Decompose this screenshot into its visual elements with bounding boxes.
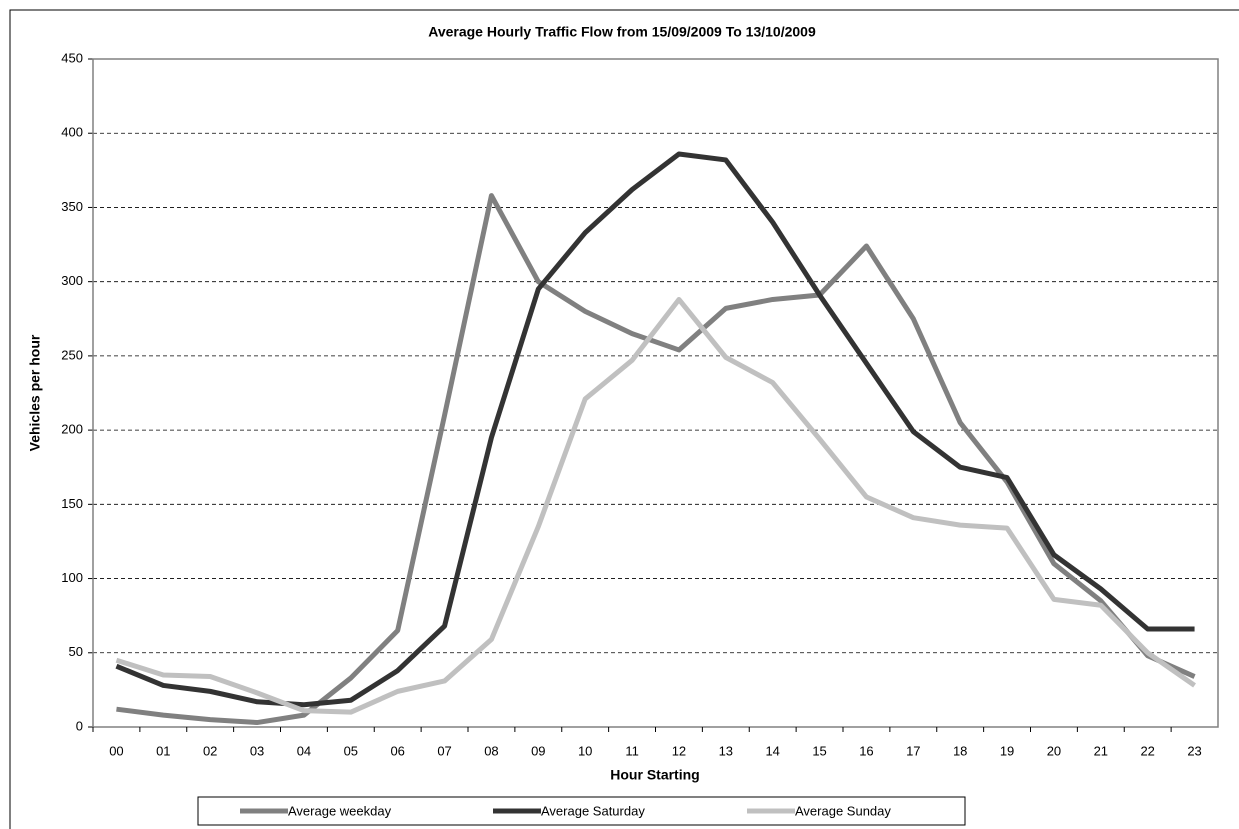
x-tick-label: 02: [203, 743, 217, 758]
x-tick-label: 09: [531, 743, 545, 758]
y-tick-label: 300: [61, 273, 83, 288]
x-tick-label: 21: [1094, 743, 1108, 758]
x-tick-label: 10: [578, 743, 592, 758]
series-line: [115, 151, 1195, 708]
x-tick-label: 22: [1140, 743, 1154, 758]
chart-title: Average Hourly Traffic Flow from 15/09/2…: [428, 24, 816, 40]
x-tick-label: 00: [109, 743, 123, 758]
legend-label: Average Saturday: [541, 803, 645, 818]
chart-frame: [9, 9, 1239, 829]
legend-label: Average Sunday: [795, 803, 891, 818]
y-tick-label: 350: [61, 199, 83, 214]
x-tick-label: 12: [672, 743, 686, 758]
y-tick-label: 50: [69, 644, 83, 659]
x-tick-label: 15: [812, 743, 826, 758]
legend-label: Average weekday: [288, 803, 392, 818]
series-line: [116, 193, 1196, 726]
x-tick-label: 08: [484, 743, 498, 758]
legend: [197, 796, 966, 826]
x-tick-label: 06: [390, 743, 404, 758]
x-tick-label: 18: [953, 743, 967, 758]
plot-area: [92, 58, 1219, 728]
x-axis-label: Hour Starting: [610, 767, 699, 783]
x-tick-label: 11: [625, 743, 639, 758]
x-tick-label: 19: [1000, 743, 1014, 758]
x-tick-label: 17: [906, 743, 920, 758]
x-tick-label: 05: [344, 743, 358, 758]
x-tick-label: 01: [156, 743, 170, 758]
y-axis-label: Vehicles per hour: [27, 334, 43, 451]
x-tick-label: 16: [859, 743, 873, 758]
x-tick-label: 23: [1187, 743, 1201, 758]
y-tick-label: 450: [61, 50, 83, 65]
x-tick-label: 20: [1047, 743, 1061, 758]
x-tick-label: 03: [250, 743, 264, 758]
x-tick-label: 07: [437, 743, 451, 758]
y-tick-label: 100: [61, 570, 83, 585]
y-tick-label: 0: [76, 718, 83, 733]
y-tick-label: 200: [61, 422, 83, 437]
y-tick-label: 250: [61, 347, 83, 362]
x-tick-label: 04: [297, 743, 311, 758]
y-tick-label: 400: [61, 125, 83, 140]
x-tick-label: 13: [719, 743, 733, 758]
y-tick-label: 150: [61, 496, 83, 511]
x-tick-label: 14: [765, 743, 779, 758]
series-line: [115, 296, 1196, 715]
